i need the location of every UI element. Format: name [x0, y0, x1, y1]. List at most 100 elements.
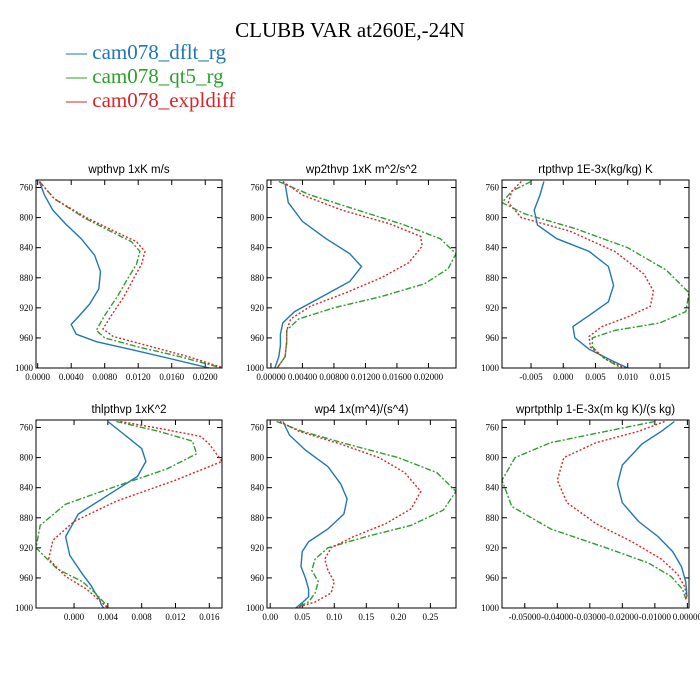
y-tick-label: 840 — [251, 243, 265, 253]
y-tick-label: 920 — [486, 543, 500, 553]
chart-panel-2: wp2thvp 1xK m^2/s^2 760 800 840 880 920 960 100… — [246, 164, 457, 382]
series-line-3 — [276, 180, 423, 368]
y-tick-label: 1000 — [481, 603, 500, 613]
y-tick-label: 880 — [20, 513, 34, 523]
y-tick-label: 760 — [20, 423, 34, 433]
legend-label: cam078_qt5_rg — [92, 64, 224, 88]
legend-entry-qt5: — cam078_qt5_rg — [66, 64, 224, 89]
x-tick-label: 0.00000 — [256, 372, 286, 382]
series-line-1 — [38, 181, 210, 368]
x-tick-label: 0.000 — [553, 372, 574, 382]
y-tick-label: 760 — [251, 423, 265, 433]
x-tick-label: 0.0120 — [126, 372, 151, 382]
y-tick-label: 840 — [20, 243, 34, 253]
series-line-1 — [616, 420, 688, 597]
x-tick-label: 0.25 — [422, 612, 438, 622]
y-tick-label: 960 — [20, 333, 34, 343]
series-line-2 — [276, 420, 456, 608]
chart-panel-6: wprtpthlp 1-E-3x(m kg K)/(s kg) 760 800 840… — [481, 404, 700, 622]
y-tick-label: 760 — [251, 183, 265, 193]
y-tick-label: 960 — [20, 573, 34, 583]
y-tick-label: 1000 — [15, 363, 34, 373]
y-tick-label: 1000 — [246, 363, 265, 373]
x-tick-label: 0.005 — [585, 372, 606, 382]
y-tick-label: 960 — [251, 333, 265, 343]
x-tick-label: 0.004 — [98, 612, 119, 622]
x-tick-label: 0.0080 — [92, 372, 117, 382]
panel-title: wp4 1x(m^4)/(s^4) — [314, 404, 409, 416]
y-tick-label: 800 — [486, 213, 500, 223]
x-tick-label: -0.02000 — [606, 612, 639, 622]
panel-frame — [266, 179, 457, 369]
y-tick-label: 760 — [486, 183, 500, 193]
y-tick-label: 920 — [20, 303, 34, 313]
y-tick-label: 960 — [486, 573, 500, 583]
legend-dash: — — [66, 64, 93, 88]
y-tick-label: 840 — [20, 483, 34, 493]
x-tick-label: 0.012 — [165, 612, 185, 622]
series-line-2 — [36, 420, 198, 608]
x-tick-label: 0.016 — [199, 612, 220, 622]
y-tick-label: 840 — [486, 243, 500, 253]
y-tick-label: 760 — [20, 183, 34, 193]
y-tick-label: 840 — [251, 483, 265, 493]
panel-title: wp2thvp 1xK m^2/s^2 — [305, 164, 417, 176]
legend-label: cam078_expldiff — [92, 88, 236, 112]
y-tick-label: 840 — [486, 483, 500, 493]
x-tick-label: 0.0200 — [193, 372, 218, 382]
y-tick-label: 960 — [486, 333, 500, 343]
y-tick-label: 1000 — [15, 603, 34, 613]
x-tick-label: 0.00400 — [288, 372, 318, 382]
y-tick-label: 920 — [251, 543, 265, 553]
y-tick-label: 800 — [251, 213, 265, 223]
y-tick-label: 920 — [251, 303, 265, 313]
y-tick-label: 1000 — [481, 363, 500, 373]
x-tick-label: -0.05000 — [509, 612, 542, 622]
x-tick-label: 0.20 — [390, 612, 406, 622]
series-line-2 — [276, 180, 456, 368]
series-line-3 — [47, 420, 222, 608]
panel-title: wprtpthlp 1-E-3x(m kg K)/(s kg) — [515, 404, 675, 416]
x-tick-label: 0.15 — [358, 612, 374, 622]
x-tick-label: 0.000 — [64, 612, 85, 622]
y-tick-label: 880 — [486, 273, 500, 283]
x-tick-label: 0.00800 — [319, 372, 349, 382]
y-tick-label: 920 — [20, 543, 34, 553]
panel-title: wpthvp 1xK m/s — [87, 164, 169, 176]
x-tick-label: 0.0160 — [159, 372, 184, 382]
panel-frame — [35, 179, 223, 369]
y-tick-label: 880 — [251, 273, 265, 283]
panel-frame — [266, 419, 457, 609]
y-tick-label: 800 — [20, 213, 34, 223]
x-tick-label: -0.04000 — [541, 612, 574, 622]
x-tick-label: 0.10 — [326, 612, 342, 622]
x-tick-label: 0.05 — [294, 612, 310, 622]
legend-entry-expldiff: — cam078_expldiff — [66, 88, 235, 113]
x-tick-label: -0.01000 — [639, 612, 672, 622]
x-tick-label: 0.01200 — [351, 372, 381, 382]
series-line-1 — [533, 181, 628, 368]
panel-frame — [35, 419, 223, 609]
legend-dash: — — [66, 40, 93, 64]
x-tick-label: 0.00000 — [673, 612, 700, 622]
x-tick-label: 0.01600 — [382, 372, 412, 382]
x-tick-label: -0.03000 — [574, 612, 607, 622]
legend-entry-dflt: — cam078_dflt_rg — [66, 40, 226, 65]
y-tick-label: 800 — [251, 453, 265, 463]
panel-title: rtpthvp 1E-3x(kg/kg) K — [538, 164, 653, 176]
x-tick-label: 0.015 — [650, 372, 671, 382]
series-line-2 — [502, 420, 688, 601]
y-tick-label: 1000 — [246, 603, 265, 613]
y-tick-label: 760 — [486, 423, 500, 433]
legend-label: cam078_dflt_rg — [92, 40, 227, 64]
y-tick-label: 880 — [20, 273, 34, 283]
y-tick-label: 920 — [486, 303, 500, 313]
legend-dash: — — [66, 88, 93, 112]
y-tick-label: 800 — [486, 453, 500, 463]
series-line-1 — [282, 421, 348, 608]
x-tick-label: 0.008 — [132, 612, 153, 622]
x-tick-label: 0.0040 — [59, 372, 84, 382]
x-tick-label: 0.02000 — [414, 372, 444, 382]
series-line-3 — [279, 420, 422, 608]
